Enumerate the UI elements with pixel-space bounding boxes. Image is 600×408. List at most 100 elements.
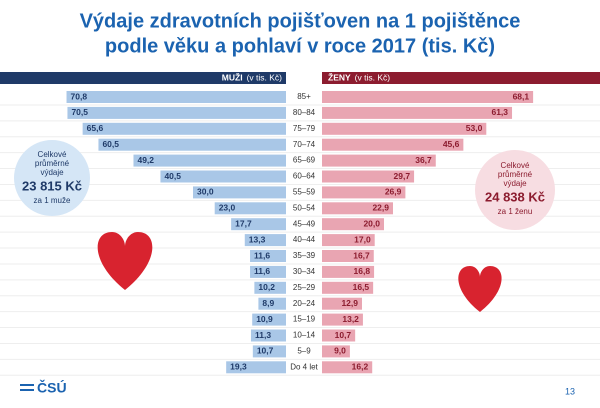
bar xyxy=(82,122,286,135)
value-label: 11,6 xyxy=(254,250,270,260)
callout-text: Celkové xyxy=(38,150,67,159)
bar xyxy=(322,265,375,278)
bar xyxy=(322,122,487,135)
category-label: 10–14 xyxy=(293,331,316,340)
value-label: 26,9 xyxy=(385,187,402,197)
bar xyxy=(322,361,373,374)
value-label: 17,7 xyxy=(235,218,252,228)
value-label: 10,9 xyxy=(256,314,273,324)
bar xyxy=(258,297,286,310)
value-label: 53,0 xyxy=(466,123,483,133)
bar xyxy=(133,154,286,167)
bar xyxy=(98,138,286,151)
bar xyxy=(214,202,286,215)
category-label: 75–79 xyxy=(293,124,316,133)
category-label: 70–74 xyxy=(293,140,316,149)
value-label: 10,2 xyxy=(258,282,275,292)
title-line: podle věku a pohlaví v roce 2017 (tis. K… xyxy=(105,35,495,57)
series-header xyxy=(322,72,600,84)
value-label: 40,5 xyxy=(164,171,181,181)
bar xyxy=(322,281,374,294)
bar xyxy=(252,313,286,326)
value-label: 13,2 xyxy=(342,314,359,324)
bar xyxy=(322,138,464,151)
callout-bubble xyxy=(475,150,555,230)
value-label: 9,0 xyxy=(334,346,346,356)
value-label: 70,8 xyxy=(71,91,88,101)
bar xyxy=(322,186,406,199)
bar xyxy=(322,106,513,119)
bar xyxy=(160,170,286,183)
category-label: Do 4 let xyxy=(290,362,318,371)
heart-illustration xyxy=(97,232,153,290)
bar xyxy=(322,313,363,326)
callout-text: výdaje xyxy=(40,168,64,177)
callout-note: za 1 ženu xyxy=(498,207,533,216)
value-label: 68,1 xyxy=(513,91,530,101)
callout-text: výdaje xyxy=(503,179,527,188)
category-label: 35–39 xyxy=(293,251,316,260)
value-label: 16,5 xyxy=(353,282,370,292)
category-label: 30–34 xyxy=(293,267,316,276)
callout-text: průměrné xyxy=(35,159,70,168)
value-label: 16,7 xyxy=(353,250,370,260)
bar xyxy=(322,202,393,215)
value-label: 20,0 xyxy=(363,218,380,228)
legend-name: MUŽI xyxy=(222,72,243,83)
bar xyxy=(322,297,362,310)
callout-amount: 24 838 Kč xyxy=(485,189,545,204)
category-label: 20–24 xyxy=(293,299,316,308)
callout-text: průměrné xyxy=(498,170,533,179)
value-label: 12,9 xyxy=(341,298,358,308)
value-label: 17,0 xyxy=(354,234,371,244)
legend-label: MUŽI (v tis. Kč) xyxy=(222,72,282,83)
chart: MUŽI (v tis. Kč) ŽENY (v tis. Kč) 85+ 70,8 68,… xyxy=(0,72,600,376)
category-label: 60–64 xyxy=(293,172,316,181)
value-label: 10,7 xyxy=(335,330,352,340)
logo: ČSÚ xyxy=(37,379,67,396)
bar xyxy=(252,345,286,358)
title-line: Výdaje zdravotních pojišťoven na 1 pojiš… xyxy=(80,10,521,32)
category-label: 65–69 xyxy=(293,156,316,165)
bar xyxy=(322,250,374,262)
legend-unit: (v tis. Kč) xyxy=(355,73,391,83)
value-label: 36,7 xyxy=(415,155,432,165)
bar xyxy=(231,218,286,231)
value-label: 10,7 xyxy=(257,346,274,356)
value-label: 61,3 xyxy=(491,107,508,117)
bar xyxy=(250,250,286,262)
category-label: 5–9 xyxy=(297,347,311,356)
legend-label: ŽENY (v tis. Kč) xyxy=(328,72,390,83)
value-label: 45,6 xyxy=(443,139,460,149)
category-label: 55–59 xyxy=(293,188,316,197)
bar xyxy=(193,186,286,199)
category-label: 25–29 xyxy=(293,283,316,292)
bar xyxy=(250,329,286,342)
category-label: 15–19 xyxy=(293,315,316,324)
value-label: 11,6 xyxy=(254,266,270,276)
category-label: 45–49 xyxy=(293,219,316,228)
category-label: 80–84 xyxy=(293,108,316,117)
value-label: 65,6 xyxy=(87,123,104,133)
value-label: 23,0 xyxy=(219,203,236,213)
value-label: 60,5 xyxy=(102,139,119,149)
category-label: 50–54 xyxy=(293,203,316,212)
bar xyxy=(322,154,436,167)
legend-name: ŽENY xyxy=(328,72,351,83)
value-label: 16,8 xyxy=(354,266,371,276)
bar xyxy=(322,170,415,183)
heart-illustration xyxy=(458,266,502,312)
bar xyxy=(322,234,375,247)
value-label: 29,7 xyxy=(394,171,411,181)
value-label: 49,2 xyxy=(137,155,154,165)
value-label: 11,3 xyxy=(255,330,271,340)
bar xyxy=(322,91,534,103)
bar xyxy=(322,329,356,342)
page-number: 13 xyxy=(565,386,575,396)
bar xyxy=(254,281,286,294)
bar xyxy=(250,265,286,278)
value-label: 70,5 xyxy=(71,107,88,117)
bar xyxy=(66,91,287,103)
bar xyxy=(322,218,384,231)
